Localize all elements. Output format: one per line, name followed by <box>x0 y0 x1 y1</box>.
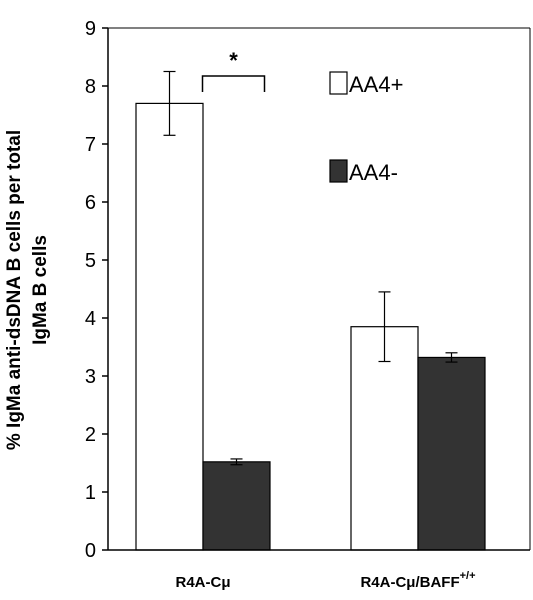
y-axis-label-line-1: % IgMa anti-dsDNA B cells per total <box>4 130 25 450</box>
legend-label-0: AA4+ <box>349 72 403 97</box>
legend-swatch-1 <box>329 159 348 183</box>
bar-aa4-plus-0 <box>135 102 204 551</box>
legend: AA4+ AA4- <box>329 71 403 185</box>
y-axis-label-line-2: IgMa B cells <box>30 235 51 345</box>
bars <box>135 102 486 551</box>
legend-swatch-0 <box>329 71 348 95</box>
bar-aa4-minus-0 <box>202 461 271 551</box>
bar-aa4-minus-1 <box>417 356 486 551</box>
error-bars <box>163 70 458 466</box>
x-category-label-0: R4A-Cμ <box>175 574 230 591</box>
legend-label-1: AA4- <box>349 160 398 185</box>
y-tick-label: 8 <box>85 76 96 98</box>
y-tick-label: 4 <box>85 308 96 330</box>
y-axis-label: % IgMa anti-dsDNA B cells per total IgMa… <box>4 130 51 450</box>
y-tick-label: 9 <box>85 18 96 40</box>
y-tick-label: 3 <box>85 366 96 388</box>
y-tick-label: 2 <box>85 424 96 446</box>
y-tick-label: 6 <box>85 192 96 214</box>
x-axis-categories: R4A-Cμ R4A-Cμ/BAFF+/+ <box>175 570 475 591</box>
significance-bracket <box>201 75 266 92</box>
axes <box>107 27 531 551</box>
significance-star: * <box>229 48 238 73</box>
y-tick-label: 0 <box>85 540 96 562</box>
y-axis-ticks: 0 1 2 3 4 5 6 7 8 9 <box>85 18 108 562</box>
x-category-label-1: R4A-Cμ/BAFF+/+ <box>360 570 475 591</box>
y-tick-label: 5 <box>85 250 96 272</box>
y-tick-label: 1 <box>85 482 96 504</box>
y-tick-label: 7 <box>85 134 96 156</box>
annotations: * <box>201 48 266 92</box>
